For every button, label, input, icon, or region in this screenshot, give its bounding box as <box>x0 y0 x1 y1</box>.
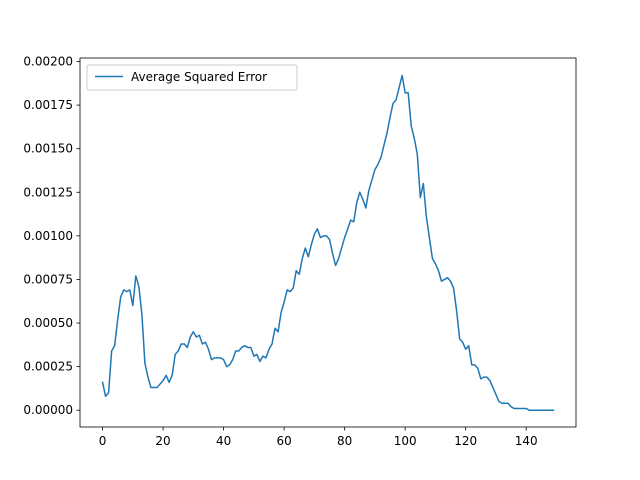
x-tick-label: 140 <box>515 434 538 448</box>
y-tick-label: 0.00075 <box>23 272 73 286</box>
x-tick-label: 60 <box>276 434 291 448</box>
plot-frame <box>79 57 577 428</box>
x-tick-label: 80 <box>337 434 352 448</box>
series-line <box>101 74 555 411</box>
y-axis: 0.00000 0.00025 0.00050 0.00075 0.00100 0.001… <box>23 54 80 417</box>
legend-box <box>86 64 298 91</box>
y-tick-label: 0.00025 <box>23 360 73 374</box>
y-tick-label: 0.00200 <box>23 54 73 68</box>
x-tick-label: 20 <box>155 434 170 448</box>
x-tick-label: 120 <box>454 434 477 448</box>
y-tick-label: 0.00125 <box>23 185 73 199</box>
y-tick-label: 0.00000 <box>23 403 73 417</box>
legend: Average Squared Error <box>86 64 298 91</box>
x-tick-label: 0 <box>99 434 107 448</box>
x-tick-label: 40 <box>216 434 231 448</box>
legend-label: Average Squared Error <box>131 70 267 84</box>
series-layer <box>101 74 555 411</box>
y-tick-label: 0.00100 <box>23 229 73 243</box>
x-axis: 0 20 40 60 80 100 120 140 <box>99 427 538 448</box>
y-tick-label: 0.00150 <box>23 142 73 156</box>
y-tick-label: 0.00050 <box>23 316 73 330</box>
plot-area <box>80 58 576 427</box>
x-tick-label: 100 <box>394 434 417 448</box>
y-tick-label: 0.00175 <box>23 98 73 112</box>
